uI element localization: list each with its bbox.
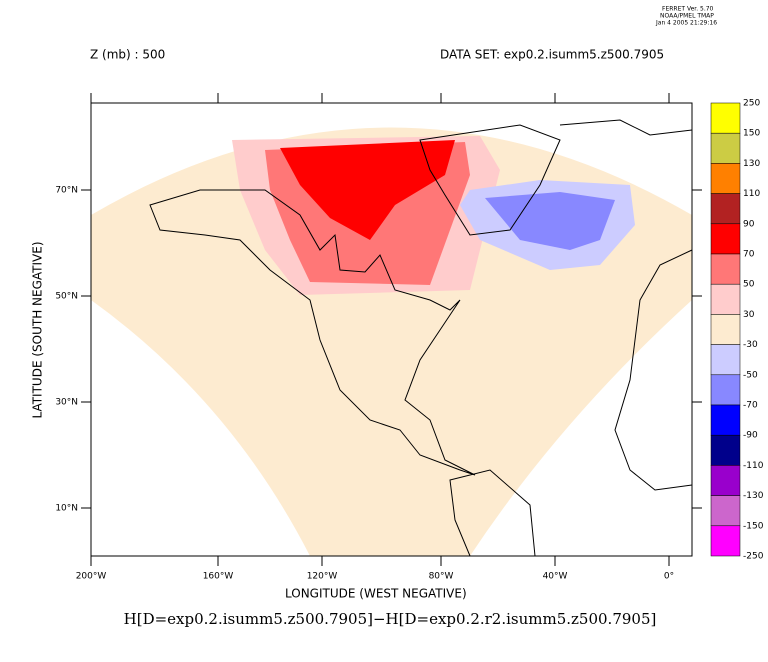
coastlines <box>149 119 693 557</box>
colorbar-swatch <box>710 344 741 376</box>
program: FERRET Ver. 5.70 <box>662 6 714 13</box>
colorbar-swatch <box>710 525 741 557</box>
axes: 200°W 160°W 120°W 80°W 40°W 0° 70°N 50°N 30°N 10°… <box>55 93 702 582</box>
plot-frame <box>90 102 693 557</box>
north-america <box>149 189 476 476</box>
colorbar-label: 30 <box>743 310 755 320</box>
colorbar-label: 90 <box>743 219 755 229</box>
colorbar-label: -250 <box>743 552 764 562</box>
africa <box>614 249 693 491</box>
colorbar-swatch <box>710 253 741 285</box>
y-axis-label: LATITUDE (SOUTH NEGATIVE) <box>31 241 45 418</box>
y-tick-label: 50°N <box>55 292 78 302</box>
x-tick-label: 0° <box>664 572 674 582</box>
dataset: DATA SET: exp0.2.isumm5.z500.7905 <box>440 48 664 62</box>
x-tick-label: 160°W <box>203 572 234 582</box>
positive-anomaly-core <box>280 140 455 240</box>
colorbar-label: 250 <box>743 99 760 109</box>
x-tick-label: 40°W <box>543 572 568 582</box>
colorbar-label: -30 <box>743 340 758 350</box>
colorbar-label: -90 <box>743 431 758 441</box>
colorbar-swatch <box>710 102 741 134</box>
x-axis-label: LONGITUDE (WEST NEGATIVE) <box>285 587 467 601</box>
colorbar-label: 110 <box>743 189 760 199</box>
colorbar-label: 50 <box>743 280 755 290</box>
colorbar-swatch <box>710 495 741 527</box>
org: NOAA/PMEL TMAP <box>660 13 714 20</box>
colorbar-label: -150 <box>743 521 764 531</box>
x-tick-label: 120°W <box>307 572 338 582</box>
negative-anomaly-strong <box>485 192 615 250</box>
colorbar-swatch <box>710 193 741 225</box>
colorbar-swatch <box>710 404 741 436</box>
x-tick-label: 80°W <box>429 572 454 582</box>
timestamp: Jan 4 2005 21:29:16 <box>655 20 717 27</box>
colorbar: 250 150 130 110 90 70 50 30 -30 -50 -70 -90 -110 -130… <box>710 99 764 562</box>
colorbar-label: -130 <box>743 491 764 501</box>
colorbar-label: -110 <box>743 461 764 471</box>
colorbar-swatch <box>710 374 741 406</box>
colorbar-label: -70 <box>743 401 758 411</box>
colorbar-swatch <box>710 132 741 164</box>
plot-title: H[D=exp0.2.isumm5.z500.7905]−H[D=exp0.2.… <box>124 610 657 628</box>
colorbar-label: 150 <box>743 129 760 139</box>
colorbar-label: 130 <box>743 159 760 169</box>
greenland <box>419 124 561 236</box>
colorbar-swatch <box>710 163 741 194</box>
colorbar-swatch <box>710 283 741 315</box>
map-field <box>91 127 692 556</box>
colorbar-label: 70 <box>743 250 755 260</box>
colorbar-swatch <box>710 434 741 466</box>
colorbar-swatch <box>710 314 741 345</box>
eurasia <box>559 119 693 136</box>
y-tick-label: 10°N <box>55 504 78 514</box>
variable: Z (mb) : 500 <box>90 48 165 62</box>
y-tick-label: 30°N <box>55 398 78 408</box>
colorbar-swatch <box>710 223 741 255</box>
x-tick-label: 200°W <box>76 572 107 582</box>
colorbar-swatch <box>710 465 741 496</box>
y-tick-label: 70°N <box>55 186 78 196</box>
colorbar-label: -50 <box>743 370 758 380</box>
